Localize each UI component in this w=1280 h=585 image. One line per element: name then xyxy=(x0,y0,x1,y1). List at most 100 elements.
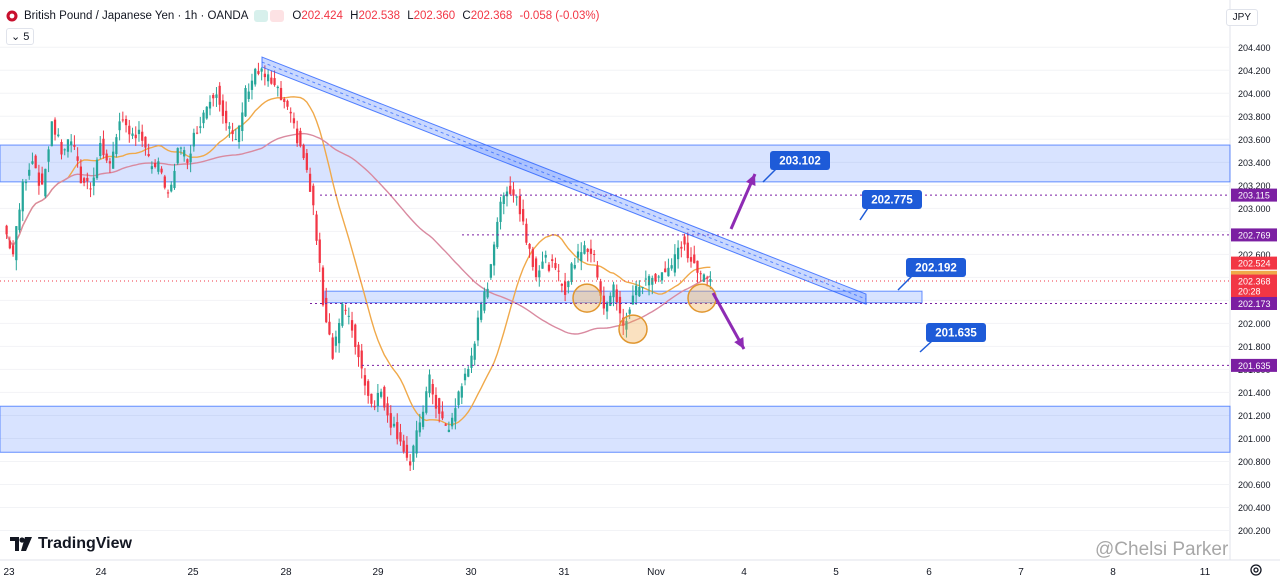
candle-body xyxy=(599,281,602,296)
candle-body xyxy=(538,270,541,278)
candle-body xyxy=(618,296,622,314)
candle-body xyxy=(418,422,421,433)
y-tick-label: 202.000 xyxy=(1238,319,1271,329)
x-tick-label: 5 xyxy=(833,567,839,578)
candle-body xyxy=(622,317,625,326)
candle-body xyxy=(499,201,502,222)
tradingview-logo[interactable]: TradingView xyxy=(10,535,132,553)
change-readout: -0.058 (-0.03%) xyxy=(519,10,600,22)
callout-pointer xyxy=(859,207,869,221)
y-tick-label: 200.200 xyxy=(1238,526,1271,536)
candle-body xyxy=(57,134,60,137)
touch-circle xyxy=(687,283,717,313)
candle-body xyxy=(492,244,496,266)
x-tick-label: Nov xyxy=(647,567,665,578)
candle-body xyxy=(444,424,447,426)
candle-body xyxy=(70,141,73,146)
y-tick-label: 201.800 xyxy=(1238,342,1271,352)
candle-body xyxy=(292,118,296,124)
ma-fast-line xyxy=(5,96,711,426)
candle-body xyxy=(21,181,24,212)
callout-box xyxy=(926,323,986,342)
candle-body xyxy=(392,423,396,427)
candle-body xyxy=(247,91,250,100)
candle-body xyxy=(283,99,286,102)
candle-body xyxy=(576,251,580,258)
candle-body xyxy=(37,172,41,186)
candle-body xyxy=(237,125,241,143)
y-tick-label: 204.000 xyxy=(1238,89,1271,99)
candle-body xyxy=(305,153,308,170)
candle-body xyxy=(676,247,680,260)
candle-body xyxy=(534,258,538,278)
candle-body xyxy=(215,94,218,98)
candle-body xyxy=(405,444,409,458)
candle-body xyxy=(699,273,702,275)
x-tick-label: 29 xyxy=(372,567,384,578)
candle-body xyxy=(15,226,18,261)
arrow-head xyxy=(734,337,744,349)
candle-body xyxy=(602,295,605,309)
candle-body xyxy=(547,264,551,271)
candle-body xyxy=(141,131,144,141)
candle-body xyxy=(99,143,102,156)
eye-icon xyxy=(254,10,269,22)
settings-gear-icon[interactable] xyxy=(1249,563,1263,577)
candle-body xyxy=(689,257,693,262)
candle-body xyxy=(92,177,95,187)
ohlc-readout: O202.424 H202.538 L202.360 C202.368 -0.0… xyxy=(292,10,600,22)
candle-body xyxy=(573,265,576,269)
candle-body xyxy=(463,373,467,381)
candle-body xyxy=(379,391,383,397)
candle-body xyxy=(635,285,638,296)
candle-body xyxy=(53,119,57,135)
x-tick-label: 11 xyxy=(1200,567,1211,578)
currency-selector[interactable]: JPY xyxy=(1225,9,1258,26)
candle-body xyxy=(270,77,273,84)
candle-body xyxy=(389,413,392,428)
candle-body xyxy=(383,386,386,408)
candle-body xyxy=(373,406,376,408)
y-tick-label: 203.400 xyxy=(1238,158,1271,168)
candle-body xyxy=(341,303,344,326)
candle-body xyxy=(486,288,489,298)
candle-body xyxy=(73,145,76,147)
candle-body xyxy=(299,130,302,147)
candle-body xyxy=(363,375,367,386)
candle-body xyxy=(470,355,473,368)
candle-body xyxy=(131,133,134,136)
candle-body xyxy=(173,170,176,189)
candle-body xyxy=(263,73,267,78)
candle-body xyxy=(625,321,628,330)
candle-body xyxy=(638,287,641,297)
symbol-flag-icon xyxy=(6,10,18,22)
candle-body xyxy=(234,139,237,141)
visibility-icons[interactable] xyxy=(254,10,285,22)
candle-body xyxy=(450,417,454,427)
candle-body xyxy=(202,112,205,124)
price-label-tag xyxy=(1231,188,1277,202)
candle-body xyxy=(166,192,170,194)
candle-body xyxy=(421,411,425,427)
candle-body xyxy=(605,302,609,312)
callout-pointer xyxy=(919,340,933,353)
candle-body xyxy=(580,252,583,262)
callout-label: 202.775 xyxy=(871,195,913,207)
candle-body xyxy=(289,111,292,114)
collapse-indicators-button[interactable]: ⌄ 5 xyxy=(6,28,35,45)
candle-body xyxy=(480,304,483,320)
candle-body xyxy=(399,432,402,442)
candle-body xyxy=(179,147,183,149)
arrow-head xyxy=(745,174,756,186)
y-tick-label: 201.200 xyxy=(1238,411,1271,421)
candle-body xyxy=(483,291,486,311)
x-tick-label: 28 xyxy=(280,567,292,578)
price-label: 20:28 xyxy=(1238,287,1261,297)
candle-body xyxy=(286,100,289,107)
symbol-title[interactable]: British Pound / Japanese Yen · 1h · OAND… xyxy=(24,10,249,22)
candle-body xyxy=(208,101,212,109)
candle-body xyxy=(112,151,115,169)
candle-body xyxy=(567,281,570,288)
candle-body xyxy=(412,445,415,462)
